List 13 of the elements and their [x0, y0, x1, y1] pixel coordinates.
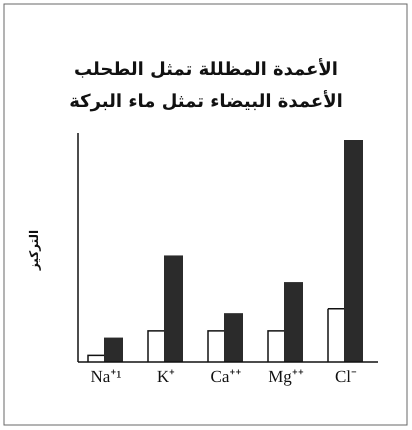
bar: [344, 140, 363, 362]
chart-subtitle: الأعمدة البيضاء تمثل ماء البركة: [69, 90, 343, 112]
bar: [224, 313, 243, 362]
bar: [164, 255, 183, 362]
x-tick-label: K⁺: [156, 367, 176, 386]
x-tick-label: Ca⁺⁺: [210, 367, 242, 386]
y-axis-title: التركيز: [27, 230, 41, 272]
x-tick-label: Cl⁻: [334, 367, 358, 386]
bar: [104, 338, 123, 362]
bar: [284, 282, 303, 362]
x-tick-label: Mg⁺⁺: [268, 367, 304, 386]
chart-title: الأعمدة المظللة تمثل الطحلب: [74, 58, 338, 80]
x-tick-label: Na⁺¹: [90, 367, 122, 386]
